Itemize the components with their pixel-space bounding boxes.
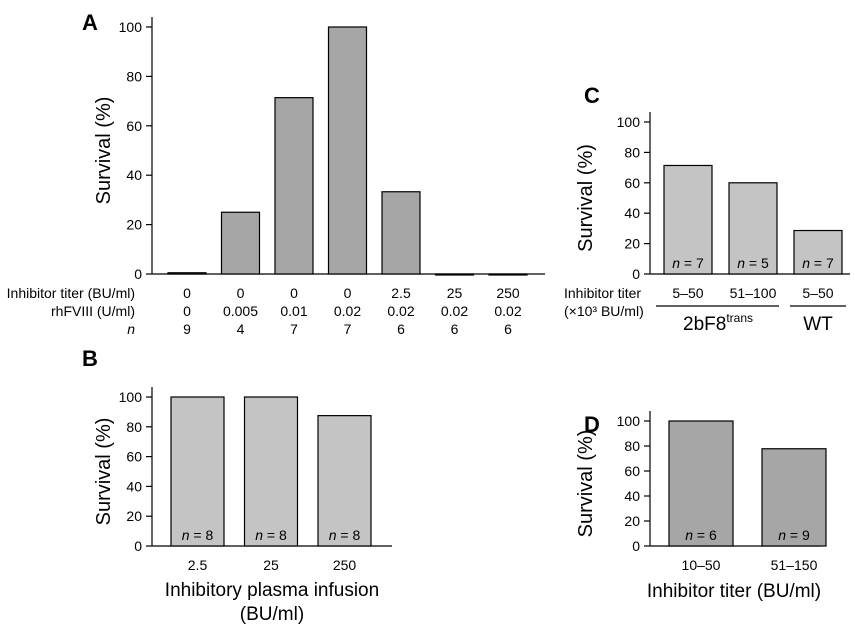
panel-b-n-label: n = 8 bbox=[329, 527, 361, 543]
panel-c-bar bbox=[663, 164, 713, 275]
panel-d-x-tick-label: 51–150 bbox=[771, 557, 818, 573]
panel-a-row-label: rhFVIII (U/ml) bbox=[51, 303, 135, 319]
panel-a-row-value: 0.02 bbox=[387, 303, 414, 319]
panel-d-y-axis-label: Survival (%) bbox=[575, 430, 597, 538]
panel-c-x-tick-label: 51–100 bbox=[730, 285, 777, 301]
panel-a-letter: A bbox=[82, 10, 98, 35]
panel-d-y-tick-label: 100 bbox=[617, 413, 641, 429]
panel-b-bar bbox=[317, 415, 372, 547]
panel-b-y-tick-label: 60 bbox=[126, 449, 142, 465]
panel-c-y-axis-label: Survival (%) bbox=[575, 144, 597, 252]
panel-b-n-label: n = 8 bbox=[182, 527, 214, 543]
panel-c-n-label: n = 7 bbox=[802, 255, 834, 271]
panel-a-row-value: 250 bbox=[496, 285, 520, 301]
panel-a-row-value: 0 bbox=[183, 303, 191, 319]
panel-c-row-label: Inhibitor titer bbox=[564, 285, 641, 301]
panel-a-row-value: 0 bbox=[237, 285, 245, 301]
panel-b-x-axis-label-2: (BU/ml) bbox=[240, 604, 304, 625]
panel-a-bar bbox=[220, 211, 261, 275]
panel-b-bar bbox=[170, 396, 225, 547]
panel-a-bar bbox=[488, 273, 528, 276]
panel-a-row-value: 4 bbox=[237, 321, 245, 337]
panel-b-x-tick-label: 25 bbox=[263, 557, 279, 573]
panel-b-bar bbox=[243, 396, 299, 547]
panel-a-bar bbox=[434, 273, 475, 276]
panel-a-y-axis-label: Survival (%) bbox=[93, 97, 115, 205]
panel-d-bar bbox=[761, 448, 827, 547]
panel-a-row-label: n bbox=[127, 321, 135, 337]
panel-c-y-tick-label: 0 bbox=[632, 266, 640, 282]
panel-d-y-tick-label: 20 bbox=[624, 513, 640, 529]
panel-a-bar bbox=[381, 191, 421, 275]
panel-b-y-axis-label: Survival (%) bbox=[93, 418, 115, 526]
panel-d-y-tick-label: 80 bbox=[624, 438, 640, 454]
panel-a-bar bbox=[274, 97, 314, 275]
panel-b-y-tick-label: 80 bbox=[126, 419, 142, 435]
panel-a-row-value: 0.02 bbox=[494, 303, 521, 319]
panel-d-n-label: n = 9 bbox=[778, 527, 810, 543]
panel-c-x-tick-label: 5–50 bbox=[672, 285, 703, 301]
panel-d-y-tick-label: 60 bbox=[624, 463, 640, 479]
panel-b-x-axis-label: Inhibitory plasma infusion bbox=[165, 580, 379, 601]
panel-a-row-value: 6 bbox=[397, 321, 405, 337]
panel-a-row-value: 6 bbox=[451, 321, 459, 337]
panel-a-row-value: 25 bbox=[447, 285, 463, 301]
panel-a-y-tick-label: 20 bbox=[126, 217, 142, 233]
panel-a-y-tick-label: 40 bbox=[126, 167, 142, 183]
panel-a-row-value: 6 bbox=[504, 321, 512, 337]
panel-d-bar bbox=[668, 420, 734, 547]
panel-a-row-value: 0.02 bbox=[334, 303, 361, 319]
panel-a-y-tick-label: 100 bbox=[119, 19, 143, 35]
panel-a-row-value: 7 bbox=[344, 321, 352, 337]
panel-c-group-label: WT bbox=[803, 314, 833, 335]
panel-a-row-value: 9 bbox=[183, 321, 191, 337]
panel-c-y-tick-label: 60 bbox=[624, 175, 640, 191]
panel-a-row-value: 0.02 bbox=[441, 303, 468, 319]
panel-b-n-label: n = 8 bbox=[255, 527, 287, 543]
panel-b-letter: B bbox=[82, 346, 98, 371]
panel-a-row-value: 0 bbox=[183, 285, 191, 301]
panel-b-chart: B Survival (%) 0 20 40 60 80 100 n = 8 n = 8 n = 8… bbox=[82, 346, 392, 625]
panel-a-bar bbox=[327, 26, 368, 275]
panel-c-y-tick-label: 80 bbox=[624, 144, 640, 160]
panel-c-chart: C Survival (%) 0 20 40 60 80 100 n = 7 n = 5 n = 7… bbox=[564, 83, 850, 335]
panel-c-bar bbox=[793, 229, 843, 275]
panel-b-y-tick-label: 0 bbox=[134, 538, 142, 554]
panel-c-letter: C bbox=[584, 83, 600, 108]
panel-d-letter: D bbox=[584, 412, 600, 437]
panel-d-n-label: n = 6 bbox=[685, 527, 717, 543]
panel-a-y-tick-label: 60 bbox=[126, 118, 142, 134]
panel-a-row-value: 0 bbox=[290, 285, 298, 301]
panel-c-group-label: 2bF8trans bbox=[683, 311, 753, 335]
panel-a-row-value: 0.01 bbox=[280, 303, 307, 319]
panel-a-row-value: 0 bbox=[344, 285, 352, 301]
panel-a-row-value: 7 bbox=[290, 321, 298, 337]
panel-c-row-label-2: (×10³ BU/ml) bbox=[564, 303, 644, 319]
panel-b-x-tick-label: 2.5 bbox=[188, 557, 208, 573]
panel-c-y-tick-label: 40 bbox=[624, 205, 640, 221]
panel-b-x-tick-label: 250 bbox=[333, 557, 357, 573]
panel-a-bar bbox=[167, 272, 207, 275]
panel-d-x-axis-label: Inhibitor titer (BU/ml) bbox=[647, 581, 821, 602]
panel-b-y-tick-label: 100 bbox=[119, 389, 143, 405]
panel-a-row-value: 2.5 bbox=[391, 285, 411, 301]
panel-a-row-value: 0.005 bbox=[223, 303, 258, 319]
panel-d-y-tick-label: 0 bbox=[632, 538, 640, 554]
panel-a-y-tick-label: 80 bbox=[126, 68, 142, 84]
panel-c-n-label: n = 5 bbox=[737, 255, 769, 271]
panel-c-x-tick-label: 5–50 bbox=[802, 285, 833, 301]
panel-d-x-tick-label: 10–50 bbox=[682, 557, 721, 573]
panel-a-y-tick-label: 0 bbox=[134, 266, 142, 282]
panel-b-y-tick-label: 40 bbox=[126, 478, 142, 494]
panel-c-bar bbox=[728, 182, 778, 275]
panel-c-y-tick-label: 20 bbox=[624, 236, 640, 252]
panel-c-n-label: n = 7 bbox=[672, 255, 704, 271]
panel-c-y-tick-label: 100 bbox=[617, 114, 641, 130]
panel-d-y-tick-label: 40 bbox=[624, 488, 640, 504]
panel-a-row-label: Inhibitor titer (BU/ml) bbox=[7, 285, 135, 301]
panel-b-y-tick-label: 20 bbox=[126, 508, 142, 524]
